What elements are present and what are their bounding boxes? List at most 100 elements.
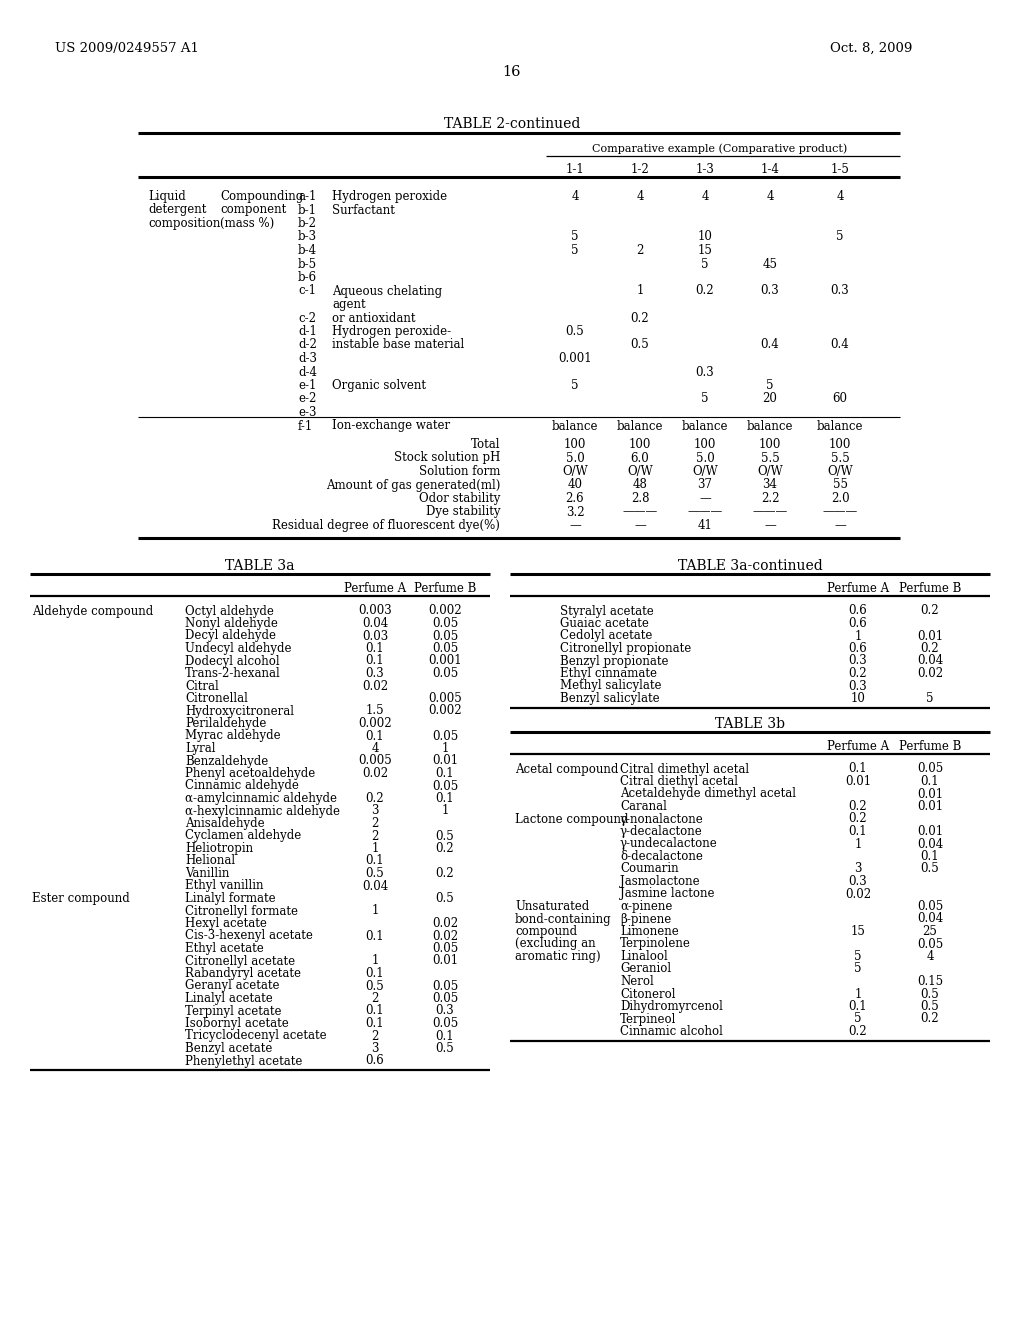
Text: 0.02: 0.02 xyxy=(916,667,943,680)
Text: 0.01: 0.01 xyxy=(432,755,458,767)
Text: 0.5: 0.5 xyxy=(435,829,455,842)
Text: γ-decalactone: γ-decalactone xyxy=(620,825,702,838)
Text: Citronellyl acetate: Citronellyl acetate xyxy=(185,954,295,968)
Text: 0.05: 0.05 xyxy=(432,616,458,630)
Text: 0.5: 0.5 xyxy=(631,338,649,351)
Text: 1: 1 xyxy=(441,804,449,817)
Text: 25: 25 xyxy=(923,925,937,939)
Text: 0.1: 0.1 xyxy=(366,854,384,867)
Text: 0.02: 0.02 xyxy=(845,887,871,900)
Text: 0.01: 0.01 xyxy=(845,775,871,788)
Text: Acetaldehyde dimethyl acetal: Acetaldehyde dimethyl acetal xyxy=(620,788,796,800)
Text: 0.003: 0.003 xyxy=(358,605,392,618)
Text: 0.2: 0.2 xyxy=(849,1026,867,1038)
Text: 0.01: 0.01 xyxy=(432,954,458,968)
Text: TABLE 3a: TABLE 3a xyxy=(225,560,295,573)
Text: 0.002: 0.002 xyxy=(358,717,392,730)
Text: 0.04: 0.04 xyxy=(916,837,943,850)
Text: 0.1: 0.1 xyxy=(849,825,867,838)
Text: 0.01: 0.01 xyxy=(916,825,943,838)
Text: Ethyl acetate: Ethyl acetate xyxy=(185,942,264,954)
Text: 0.5: 0.5 xyxy=(565,325,585,338)
Text: 41: 41 xyxy=(697,519,713,532)
Text: —: — xyxy=(699,492,711,506)
Text: Nerol: Nerol xyxy=(620,975,653,987)
Text: O/W: O/W xyxy=(827,465,853,478)
Text: Citonerol: Citonerol xyxy=(620,987,676,1001)
Text: 2.0: 2.0 xyxy=(830,492,849,506)
Text: Unsaturated: Unsaturated xyxy=(515,900,589,913)
Text: 0.05: 0.05 xyxy=(432,979,458,993)
Text: α-amylcinnamic aldehyde: α-amylcinnamic aldehyde xyxy=(185,792,337,805)
Text: 0.005: 0.005 xyxy=(358,755,392,767)
Text: Limonene: Limonene xyxy=(620,925,679,939)
Text: b-4: b-4 xyxy=(298,244,317,257)
Text: Perfume B: Perfume B xyxy=(899,582,962,595)
Text: 5: 5 xyxy=(927,692,934,705)
Text: Cyclamen aldehyde: Cyclamen aldehyde xyxy=(185,829,301,842)
Text: 0.04: 0.04 xyxy=(361,616,388,630)
Text: Phenyl acetoaldehyde: Phenyl acetoaldehyde xyxy=(185,767,315,780)
Text: 0.3: 0.3 xyxy=(849,655,867,668)
Text: 0.6: 0.6 xyxy=(366,1055,384,1068)
Text: Rabandyryl acetate: Rabandyryl acetate xyxy=(185,968,301,979)
Text: 0.1: 0.1 xyxy=(366,929,384,942)
Text: Perfume B: Perfume B xyxy=(899,741,962,754)
Text: Citral diethyl acetal: Citral diethyl acetal xyxy=(620,775,738,788)
Text: b-1: b-1 xyxy=(298,203,317,216)
Text: Aldehyde compound: Aldehyde compound xyxy=(32,605,154,618)
Text: O/W: O/W xyxy=(627,465,653,478)
Text: 0.1: 0.1 xyxy=(366,1005,384,1018)
Text: 0.2: 0.2 xyxy=(849,813,867,825)
Text: 0.04: 0.04 xyxy=(361,879,388,892)
Text: Perfume B: Perfume B xyxy=(414,582,476,595)
Text: 0.1: 0.1 xyxy=(921,850,939,863)
Text: 0.001: 0.001 xyxy=(558,352,592,366)
Text: 0.4: 0.4 xyxy=(830,338,849,351)
Text: US 2009/0249557 A1: US 2009/0249557 A1 xyxy=(55,42,199,55)
Text: Geraniol: Geraniol xyxy=(620,962,671,975)
Text: compound: compound xyxy=(515,925,578,939)
Text: Helional: Helional xyxy=(185,854,236,867)
Text: 5.0: 5.0 xyxy=(565,451,585,465)
Text: 15: 15 xyxy=(697,244,713,257)
Text: d-3: d-3 xyxy=(298,352,317,366)
Text: 1-3: 1-3 xyxy=(695,162,715,176)
Text: Styralyl acetate: Styralyl acetate xyxy=(560,605,653,618)
Text: 5: 5 xyxy=(854,950,862,964)
Text: 0.01: 0.01 xyxy=(916,800,943,813)
Text: 0.04: 0.04 xyxy=(916,655,943,668)
Text: 0.02: 0.02 xyxy=(361,767,388,780)
Text: Dye stability: Dye stability xyxy=(426,506,500,519)
Text: Terpineol: Terpineol xyxy=(620,1012,677,1026)
Text: Solution form: Solution form xyxy=(419,465,500,478)
Text: 0.005: 0.005 xyxy=(428,692,462,705)
Text: 2.6: 2.6 xyxy=(565,492,585,506)
Text: 1: 1 xyxy=(441,742,449,755)
Text: Benzaldehyde: Benzaldehyde xyxy=(185,755,268,767)
Text: balance: balance xyxy=(616,420,664,433)
Text: 0.2: 0.2 xyxy=(366,792,384,805)
Text: Heliotropin: Heliotropin xyxy=(185,842,253,855)
Text: TABLE 2-continued: TABLE 2-continued xyxy=(443,117,581,131)
Text: 1: 1 xyxy=(372,954,379,968)
Text: 0.2: 0.2 xyxy=(921,1012,939,1026)
Text: 0.3: 0.3 xyxy=(761,285,779,297)
Text: 15: 15 xyxy=(851,925,865,939)
Text: 0.05: 0.05 xyxy=(916,937,943,950)
Text: 0.4: 0.4 xyxy=(761,338,779,351)
Text: 0.2: 0.2 xyxy=(849,667,867,680)
Text: 3: 3 xyxy=(372,804,379,817)
Text: 0.02: 0.02 xyxy=(361,680,388,693)
Text: 0.5: 0.5 xyxy=(921,862,939,875)
Text: 5: 5 xyxy=(837,231,844,243)
Text: Odor stability: Odor stability xyxy=(419,492,500,506)
Text: bond-containing: bond-containing xyxy=(515,912,611,925)
Text: Phenylethyl acetate: Phenylethyl acetate xyxy=(185,1055,302,1068)
Text: Benzyl propionate: Benzyl propionate xyxy=(560,655,669,668)
Text: Hydrogen peroxide-: Hydrogen peroxide- xyxy=(332,325,452,338)
Text: 100: 100 xyxy=(759,438,781,451)
Text: α-hexylcinnamic aldehyde: α-hexylcinnamic aldehyde xyxy=(185,804,340,817)
Text: 0.04: 0.04 xyxy=(916,912,943,925)
Text: ———: ——— xyxy=(623,506,657,519)
